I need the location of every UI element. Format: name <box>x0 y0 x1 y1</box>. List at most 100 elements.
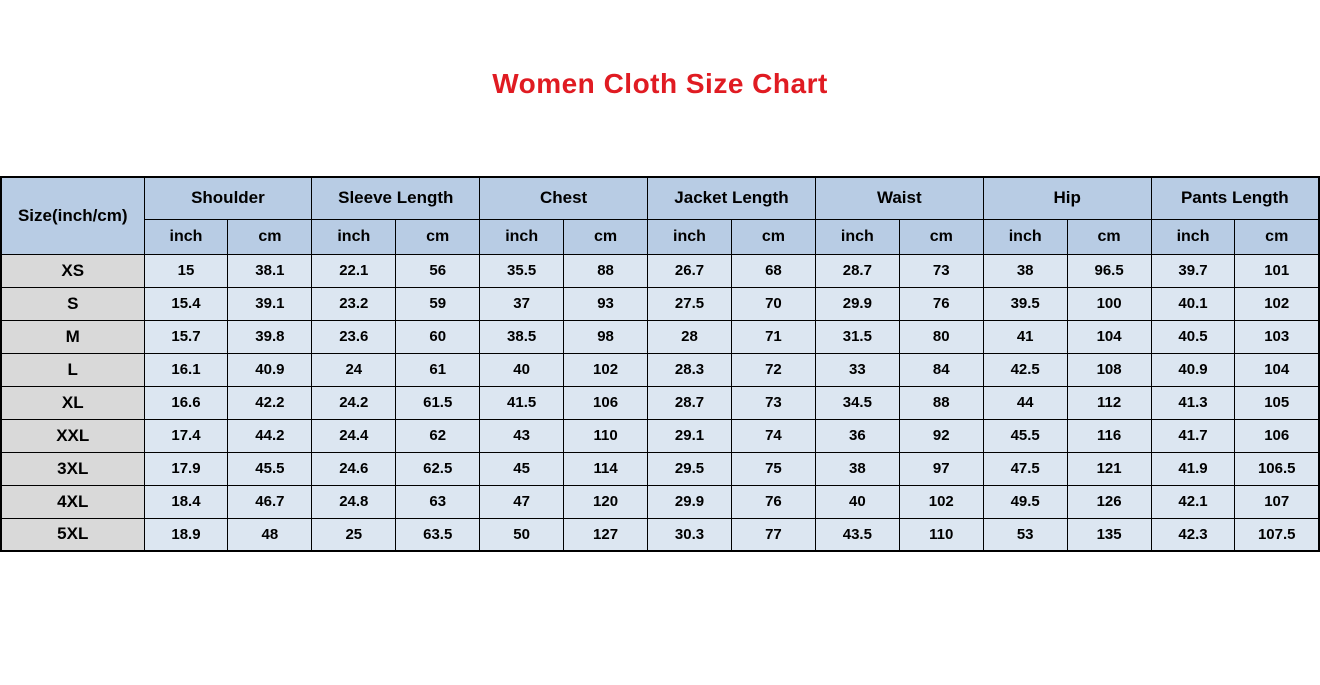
size-label-m: M <box>0 319 145 354</box>
unit-header-hip-cm: cm <box>1066 218 1152 255</box>
value-cell: 77 <box>730 517 816 552</box>
value-cell: 102 <box>1234 286 1320 321</box>
table-body: XS 15 38.1 22.1 56 35.5 88 26.7 68 28.7 73 38 96.5 39… <box>0 253 1320 552</box>
value-cell: 59 <box>395 286 481 321</box>
size-label-l: L <box>0 352 145 387</box>
value-cell: 24.2 <box>311 385 397 420</box>
value-cell: 24 <box>311 352 397 387</box>
value-cell: 41.5 <box>479 385 565 420</box>
value-cell: 60 <box>395 319 481 354</box>
value-cell: 68 <box>730 253 816 288</box>
value-cell: 23.2 <box>311 286 397 321</box>
value-cell: 75 <box>730 451 816 486</box>
value-cell: 39.5 <box>982 286 1068 321</box>
value-cell: 36 <box>814 418 900 453</box>
value-cell: 30.3 <box>647 517 732 552</box>
value-cell: 45.5 <box>227 451 313 486</box>
value-cell: 98 <box>563 319 649 354</box>
table-row-l: L 16.1 40.9 24 61 40 102 28.3 72 33 84 42.5 108 40.9 1… <box>0 352 1320 387</box>
value-cell: 106 <box>1234 418 1320 453</box>
value-cell: 110 <box>898 517 984 552</box>
value-cell: 34.5 <box>814 385 900 420</box>
value-cell: 31.5 <box>814 319 900 354</box>
value-cell: 102 <box>898 484 984 519</box>
value-cell: 47 <box>479 484 565 519</box>
header-group-row: Size(inch/cm) Shoulder Sleeve Length Chest J… <box>0 176 1320 255</box>
unit-header-chest-cm: cm <box>563 218 649 255</box>
value-cell: 49.5 <box>982 484 1068 519</box>
value-cell: 97 <box>898 451 984 486</box>
value-cell: 47.5 <box>982 451 1068 486</box>
value-cell: 74 <box>730 418 816 453</box>
value-cell: 26.7 <box>647 253 732 288</box>
group-header-pants-length: Pants Length <box>1150 176 1320 220</box>
unit-header-waist-inch: inch <box>814 218 900 255</box>
value-cell: 71 <box>730 319 816 354</box>
value-cell: 93 <box>563 286 649 321</box>
value-cell: 38 <box>982 253 1068 288</box>
size-label-xl: XL <box>0 385 145 420</box>
unit-header-sleeve-length-cm: cm <box>395 218 481 255</box>
table-row-xs: XS 15 38.1 22.1 56 35.5 88 26.7 68 28.7 73 38 96.5 39… <box>0 253 1320 288</box>
unit-header-jacket-length-cm: cm <box>730 218 816 255</box>
value-cell: 42.5 <box>982 352 1068 387</box>
value-cell: 40.5 <box>1150 319 1236 354</box>
value-cell: 16.6 <box>143 385 229 420</box>
value-cell: 114 <box>563 451 649 486</box>
unit-header-jacket-length-inch: inch <box>647 218 732 255</box>
value-cell: 39.7 <box>1150 253 1236 288</box>
table-row-4xl: 4XL 18.4 46.7 24.8 63 47 120 29.9 76 40 102 49.5 126… <box>0 484 1320 519</box>
value-cell: 38.1 <box>227 253 313 288</box>
group-header-jacket-length: Jacket Length <box>647 176 816 220</box>
value-cell: 41.9 <box>1150 451 1236 486</box>
value-cell: 43 <box>479 418 565 453</box>
value-cell: 39.1 <box>227 286 313 321</box>
size-label-4xl: 4XL <box>0 484 145 519</box>
value-cell: 72 <box>730 352 816 387</box>
value-cell: 29.5 <box>647 451 732 486</box>
group-header-shoulder: Shoulder <box>143 176 313 220</box>
value-cell: 45.5 <box>982 418 1068 453</box>
value-cell: 50 <box>479 517 565 552</box>
value-cell: 37 <box>479 286 565 321</box>
value-cell: 80 <box>898 319 984 354</box>
value-cell: 61 <box>395 352 481 387</box>
value-cell: 135 <box>1066 517 1152 552</box>
value-cell: 63.5 <box>395 517 481 552</box>
value-cell: 17.4 <box>143 418 229 453</box>
table-row-xl: XL 16.6 42.2 24.2 61.5 41.5 106 28.7 73 34.5 88 44 1… <box>0 385 1320 420</box>
value-cell: 120 <box>563 484 649 519</box>
value-cell: 112 <box>1066 385 1152 420</box>
group-header-sleeve-length: Sleeve Length <box>311 176 481 220</box>
value-cell: 15.4 <box>143 286 229 321</box>
value-cell: 103 <box>1234 319 1320 354</box>
unit-header-shoulder-inch: inch <box>143 218 229 255</box>
value-cell: 92 <box>898 418 984 453</box>
value-cell: 29.9 <box>647 484 732 519</box>
value-cell: 42.3 <box>1150 517 1236 552</box>
value-cell: 42.1 <box>1150 484 1236 519</box>
value-cell: 106 <box>563 385 649 420</box>
value-cell: 24.4 <box>311 418 397 453</box>
value-cell: 126 <box>1066 484 1152 519</box>
value-cell: 96.5 <box>1066 253 1152 288</box>
value-cell: 121 <box>1066 451 1152 486</box>
value-cell: 29.1 <box>647 418 732 453</box>
table-header: Size(inch/cm) Shoulder Sleeve Length Chest J… <box>0 176 1320 255</box>
unit-header-pants-length-cm: cm <box>1234 218 1320 255</box>
value-cell: 105 <box>1234 385 1320 420</box>
size-label-s: S <box>0 286 145 321</box>
value-cell: 24.8 <box>311 484 397 519</box>
value-cell: 41.3 <box>1150 385 1236 420</box>
value-cell: 41 <box>982 319 1068 354</box>
value-cell: 70 <box>730 286 816 321</box>
value-cell: 88 <box>563 253 649 288</box>
value-cell: 101 <box>1234 253 1320 288</box>
value-cell: 56 <box>395 253 481 288</box>
size-label-3xl: 3XL <box>0 451 145 486</box>
size-corner-header: Size(inch/cm) <box>0 176 145 255</box>
value-cell: 127 <box>563 517 649 552</box>
value-cell: 84 <box>898 352 984 387</box>
table-row-5xl: 5XL 18.9 48 25 63.5 50 127 30.3 77 43.5 110 53 135 42… <box>0 517 1320 552</box>
value-cell: 24.6 <box>311 451 397 486</box>
